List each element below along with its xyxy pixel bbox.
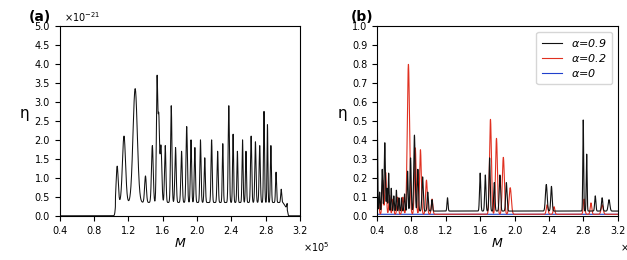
$\alpha$=0	[515, 213, 523, 216]
$\alpha$=0.9	[564, 210, 572, 213]
$\alpha$=0.9	[515, 210, 523, 213]
$\alpha$=0.2	[460, 213, 468, 216]
X-axis label: M: M	[174, 237, 185, 250]
$\alpha$=0.9	[373, 99, 381, 102]
$\alpha$=0	[373, 213, 381, 216]
Legend: $\alpha$=0.9, $\alpha$=0.2, $\alpha$=0: $\alpha$=0.9, $\alpha$=0.2, $\alpha$=0	[536, 31, 612, 84]
$\alpha$=0	[614, 213, 621, 216]
Text: $\times10^{5}$: $\times10^{5}$	[302, 240, 329, 254]
$\alpha$=0.2	[435, 213, 443, 216]
$\alpha$=0	[526, 213, 534, 216]
$\alpha$=0	[564, 213, 572, 216]
$\alpha$=0.9	[433, 210, 440, 213]
X-axis label: M: M	[492, 237, 503, 250]
$\alpha$=0	[552, 213, 559, 216]
Text: (a): (a)	[28, 10, 51, 24]
$\alpha$=0.9	[614, 210, 621, 213]
Line: $\alpha$=0.9: $\alpha$=0.9	[377, 101, 618, 211]
$\alpha$=0.2	[404, 63, 412, 66]
$\alpha$=0.2	[386, 196, 393, 199]
$\alpha$=0.9	[552, 210, 559, 213]
$\alpha$=0	[386, 213, 393, 216]
$\alpha$=0.2	[526, 213, 534, 216]
$\alpha$=0	[460, 213, 468, 216]
Text: $\times10^{5}$: $\times10^{5}$	[620, 240, 627, 254]
Y-axis label: η: η	[337, 106, 347, 121]
$\alpha$=0.2	[373, 210, 381, 213]
$\alpha$=0.9	[526, 210, 534, 213]
$\alpha$=0.2	[515, 213, 523, 216]
$\alpha$=0.9	[460, 210, 468, 213]
$\alpha$=0.2	[552, 211, 559, 214]
$\alpha$=0.2	[614, 213, 621, 216]
$\alpha$=0.2	[564, 213, 572, 216]
$\alpha$=0.9	[386, 190, 393, 193]
Text: $\times10^{-21}$: $\times10^{-21}$	[65, 10, 101, 24]
Text: (b): (b)	[350, 10, 373, 24]
Line: $\alpha$=0.2: $\alpha$=0.2	[377, 64, 618, 214]
Y-axis label: η: η	[20, 106, 29, 121]
